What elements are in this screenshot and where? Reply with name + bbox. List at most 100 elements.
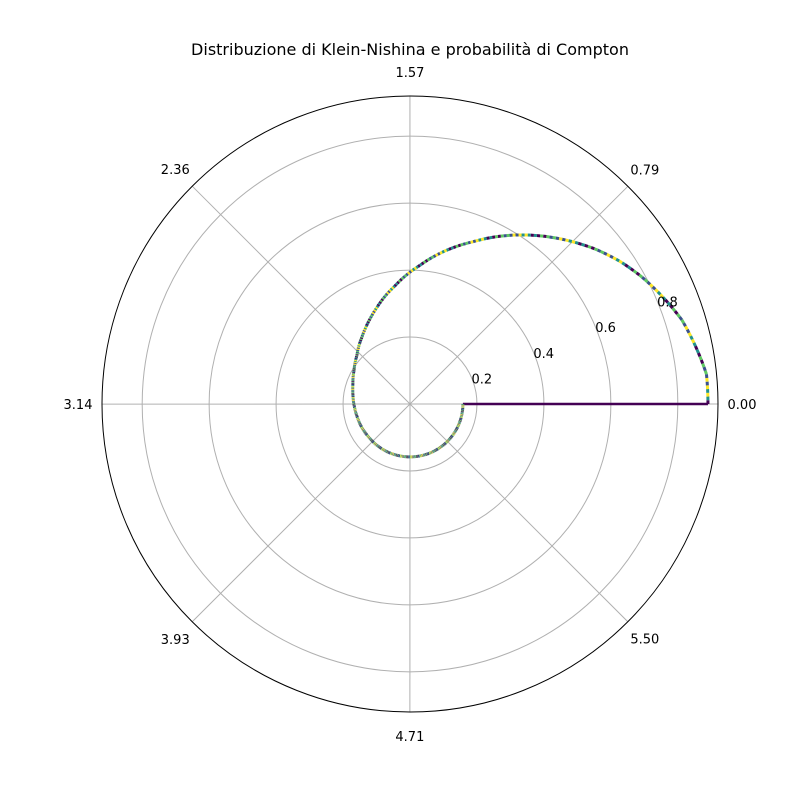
series-segment bbox=[702, 366, 707, 372]
series-segment bbox=[367, 319, 371, 323]
series-segment bbox=[430, 255, 435, 260]
series-segment bbox=[627, 265, 632, 270]
series-segment bbox=[371, 311, 375, 315]
series-segment bbox=[413, 266, 418, 271]
series-segment bbox=[376, 303, 381, 307]
series-segment bbox=[565, 238, 569, 243]
series-segment bbox=[561, 237, 566, 242]
series-segment bbox=[703, 370, 708, 375]
series-segment bbox=[374, 306, 379, 310]
series-segment bbox=[649, 283, 654, 288]
series-segment bbox=[394, 282, 399, 286]
series-segment bbox=[452, 245, 457, 249]
r-tick-label: 0.2 bbox=[472, 372, 493, 387]
series-segment bbox=[699, 359, 705, 365]
series-segment bbox=[366, 320, 370, 324]
series-segment bbox=[656, 290, 662, 296]
series-segment bbox=[584, 243, 589, 248]
r-tick-label: 0.6 bbox=[595, 321, 616, 336]
series-segment bbox=[364, 324, 369, 328]
series-segment bbox=[661, 296, 667, 301]
series-segment bbox=[692, 342, 697, 347]
theta-grid-line bbox=[409, 403, 629, 623]
series-segment bbox=[405, 272, 409, 277]
r-tick-label: 0.4 bbox=[533, 347, 554, 362]
r-tick-label: 0.8 bbox=[657, 296, 678, 311]
series-segment bbox=[389, 287, 394, 291]
series-segment bbox=[467, 240, 471, 245]
series-segment bbox=[676, 313, 681, 318]
series-segment bbox=[406, 271, 411, 276]
series-segment bbox=[684, 325, 689, 331]
series-segment bbox=[603, 251, 608, 256]
theta-tick-label: 1.57 bbox=[395, 66, 424, 81]
series-segment bbox=[402, 275, 406, 279]
series-segment bbox=[577, 241, 582, 246]
series-segment bbox=[420, 261, 425, 266]
series-segment bbox=[400, 276, 405, 281]
series-segment bbox=[417, 264, 421, 268]
series-segment bbox=[422, 260, 427, 265]
polar-grid bbox=[101, 95, 719, 713]
series-segment bbox=[370, 313, 375, 316]
series-segment bbox=[439, 250, 443, 255]
series-segment bbox=[618, 259, 623, 265]
series-segment bbox=[612, 256, 617, 261]
theta-grid-line bbox=[191, 185, 411, 405]
theta-tick-label: 2.36 bbox=[161, 163, 190, 178]
series-segment bbox=[428, 256, 433, 261]
series-segment bbox=[678, 315, 684, 321]
series-segment bbox=[450, 246, 454, 250]
series-segment bbox=[368, 317, 372, 320]
series-segment bbox=[571, 240, 576, 244]
series-segment bbox=[437, 252, 441, 256]
series-segment bbox=[664, 298, 669, 304]
series-segment bbox=[568, 239, 573, 243]
data-series bbox=[351, 233, 710, 459]
series-segment bbox=[689, 335, 694, 341]
series-segment bbox=[392, 285, 396, 289]
series-segment bbox=[391, 286, 395, 290]
series-segment bbox=[378, 300, 382, 305]
series-segment bbox=[695, 348, 700, 354]
series-segment bbox=[685, 328, 691, 334]
theta-tick-label: 0.79 bbox=[630, 163, 659, 178]
series-segment bbox=[651, 285, 657, 291]
series-segment bbox=[478, 238, 482, 242]
series-segment bbox=[365, 322, 370, 325]
theta-grid-line bbox=[191, 403, 411, 623]
series-segment bbox=[403, 274, 408, 278]
theta-tick-label: 0.00 bbox=[728, 398, 757, 413]
polar-frame bbox=[101, 95, 719, 713]
series-segment bbox=[646, 280, 652, 286]
series-segment bbox=[396, 280, 400, 285]
series-segment bbox=[372, 310, 376, 314]
series-segment bbox=[593, 247, 599, 252]
theta-tick-label: 3.14 bbox=[64, 398, 93, 413]
series-segment bbox=[558, 237, 563, 241]
series-segment bbox=[415, 265, 419, 269]
series-segment bbox=[388, 288, 392, 293]
series-segment bbox=[629, 267, 635, 272]
series-segment bbox=[609, 254, 614, 259]
series-segment bbox=[690, 338, 696, 344]
series-segment bbox=[682, 322, 687, 328]
series-segment bbox=[486, 236, 490, 240]
series-segment bbox=[379, 299, 383, 303]
series-segment bbox=[666, 301, 672, 307]
series-segment bbox=[364, 326, 368, 329]
series-segment bbox=[382, 295, 387, 299]
series-segment bbox=[624, 263, 629, 268]
series-segment bbox=[698, 355, 703, 361]
series-segment bbox=[443, 248, 448, 253]
series-segment bbox=[635, 271, 641, 277]
series-segment bbox=[365, 323, 369, 327]
theta-tick-label: 4.71 bbox=[395, 730, 424, 745]
series-segment bbox=[386, 291, 390, 295]
series-segment bbox=[641, 276, 646, 281]
series-segment bbox=[369, 315, 373, 319]
series-segment bbox=[555, 236, 560, 241]
series-segment bbox=[465, 241, 469, 246]
series-segment bbox=[393, 283, 398, 288]
series-segment bbox=[363, 328, 367, 332]
